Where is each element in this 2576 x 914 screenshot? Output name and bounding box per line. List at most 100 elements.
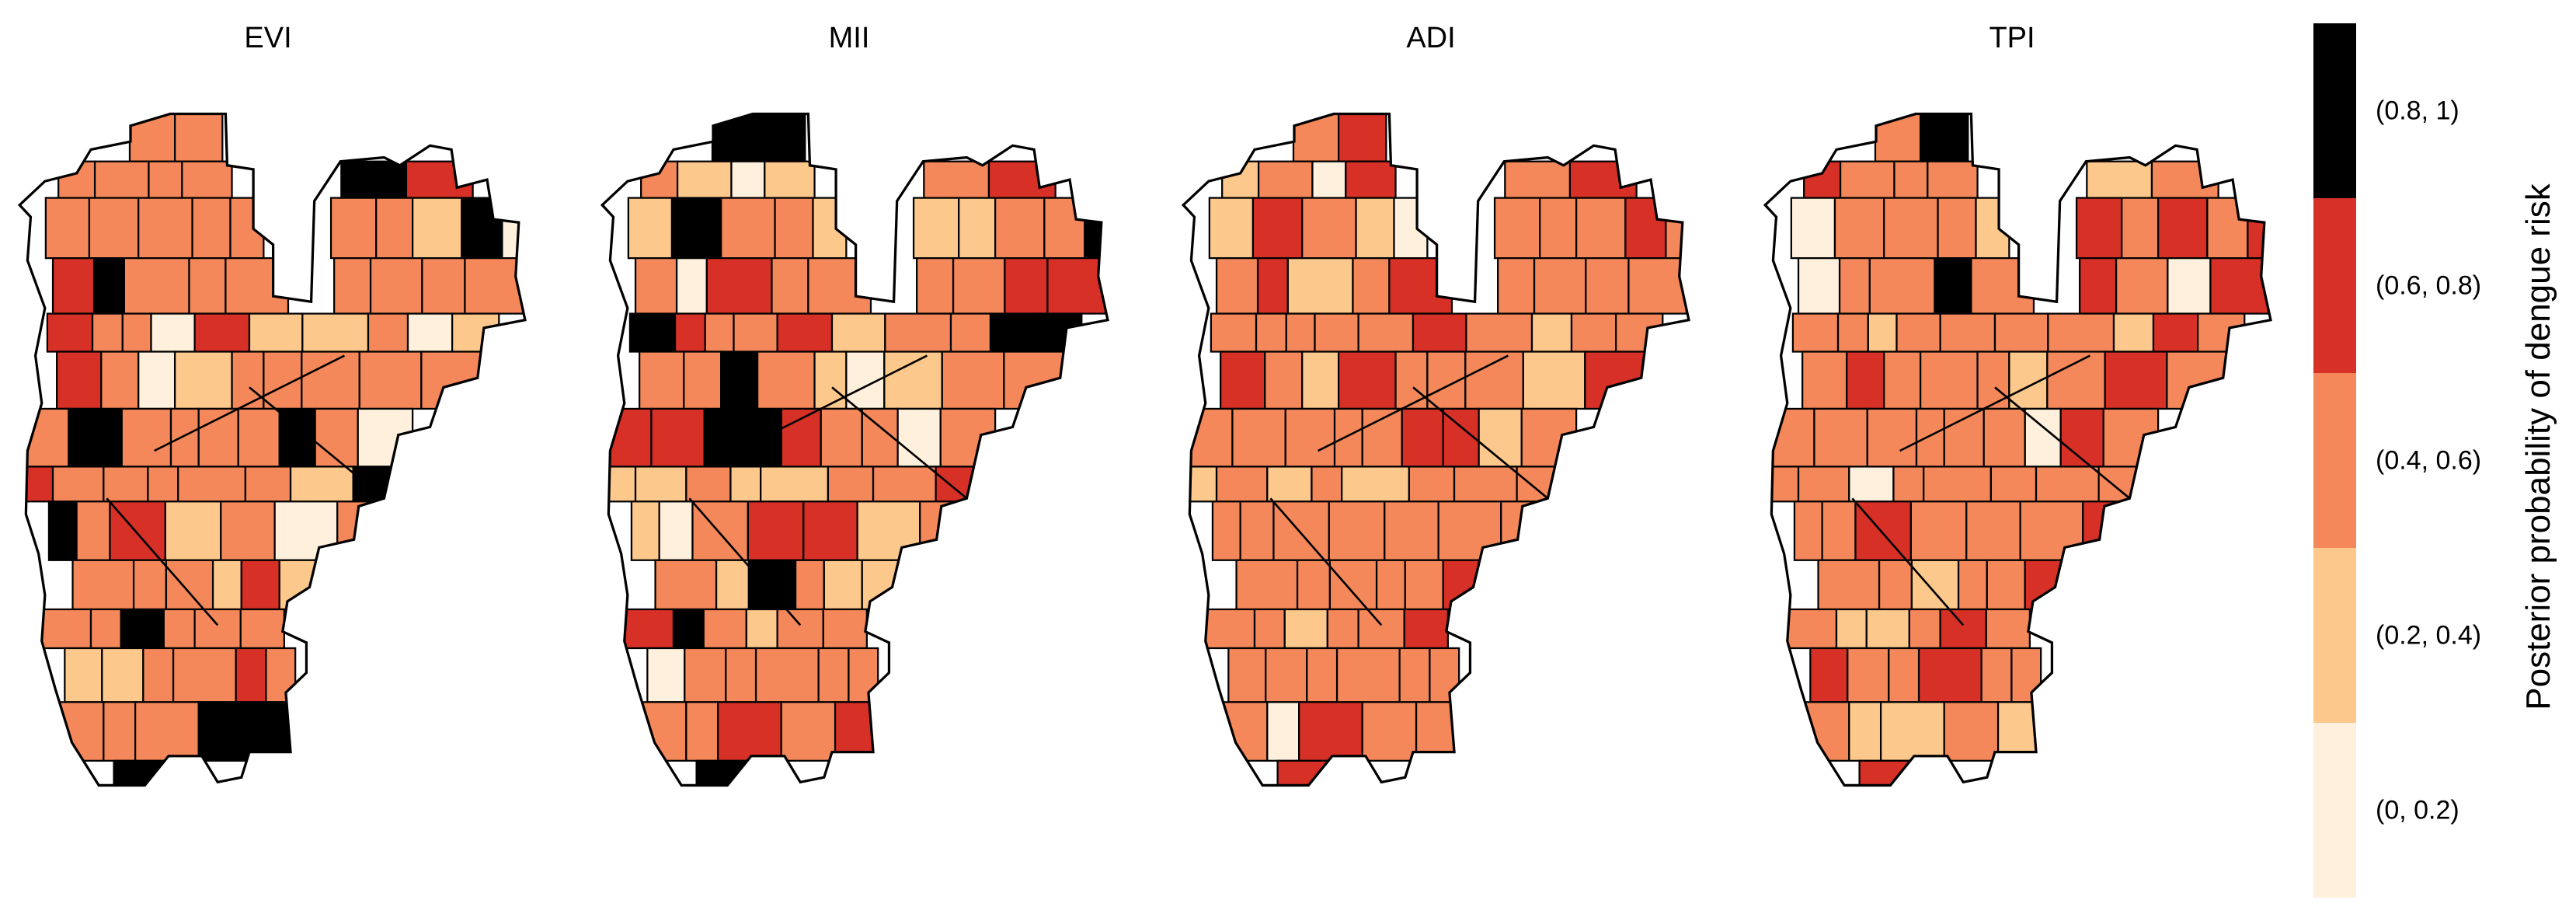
census-tract	[1231, 407, 1286, 468]
census-tract	[1836, 312, 1869, 353]
census-tract	[1412, 312, 1467, 353]
census-tract	[1253, 608, 1286, 650]
census-tract	[1398, 647, 1431, 703]
census-tract	[197, 701, 254, 762]
census-tract	[367, 312, 409, 353]
census-tract	[2166, 351, 2235, 410]
census-tract	[1868, 257, 1936, 315]
census-tract	[1838, 257, 1871, 315]
census-tract	[2075, 197, 2123, 260]
census-tract	[1783, 608, 1838, 650]
census-tract	[729, 466, 762, 503]
map-adi	[1181, 112, 1690, 787]
census-tract	[1791, 312, 1840, 353]
legend-label-2: (0.4, 0.6)	[2376, 445, 2482, 476]
census-tract	[1943, 701, 2000, 762]
census-tract	[1833, 197, 1885, 260]
census-tract	[1975, 197, 2010, 260]
census-tract	[822, 608, 869, 650]
census-tract	[1939, 608, 1987, 650]
census-tract	[1957, 559, 1988, 611]
census-tract	[1809, 647, 1849, 703]
census-tract	[1874, 113, 1922, 162]
census-tract	[1892, 466, 1925, 503]
census-tract	[820, 407, 863, 468]
census-tract	[941, 351, 1005, 410]
census-tract	[1919, 113, 1969, 162]
census-tract	[100, 351, 140, 410]
census-tract	[2079, 257, 2118, 315]
census-tract	[1993, 312, 2049, 353]
census-tract	[1847, 647, 1890, 703]
census-tract	[1215, 257, 1259, 315]
census-tract	[1220, 351, 1266, 410]
census-tract	[756, 113, 806, 162]
census-tract	[747, 501, 805, 561]
census-tract	[1256, 257, 1289, 315]
census-tract	[812, 197, 848, 260]
census-tract	[1183, 407, 1234, 468]
census-tract	[2152, 312, 2199, 353]
census-tract	[675, 257, 708, 315]
census-tract	[640, 160, 679, 199]
census-tract	[1314, 312, 1359, 353]
census-tract	[642, 701, 688, 762]
census-tract	[134, 701, 200, 762]
census-tract	[674, 312, 706, 353]
census-tract	[19, 407, 70, 468]
census-tract	[197, 407, 239, 468]
census-tract	[1286, 257, 1354, 315]
census-tract	[630, 501, 660, 561]
census-tract	[685, 466, 732, 503]
census-tract	[1361, 701, 1418, 762]
map-mii	[600, 112, 1109, 787]
census-tract	[725, 647, 757, 703]
census-tract	[916, 257, 955, 315]
census-tract	[912, 197, 960, 260]
census-tract	[684, 647, 727, 703]
census-tract	[120, 608, 165, 650]
census-tract	[1208, 197, 1255, 260]
census-tract	[654, 559, 718, 611]
census-tract	[733, 312, 778, 353]
census-tract	[1465, 312, 1533, 353]
region-outline	[1763, 112, 2272, 787]
census-tract	[173, 351, 233, 410]
census-tract	[1980, 647, 2013, 703]
census-tract	[333, 257, 372, 315]
census-tract	[1858, 759, 1920, 786]
census-tract	[1624, 197, 1667, 260]
census-tract	[89, 608, 122, 650]
census-tract	[683, 351, 722, 410]
census-tract	[1235, 559, 1299, 611]
census-tract	[405, 160, 474, 199]
census-tract	[1355, 197, 1395, 260]
census-tract	[884, 312, 952, 353]
census-tract	[1939, 312, 1996, 353]
census-tract	[939, 407, 997, 468]
census-tract	[1504, 160, 1572, 199]
census-tract	[1401, 407, 1444, 468]
census-tract	[142, 647, 175, 703]
census-tract	[1627, 257, 1688, 315]
census-tract	[1003, 351, 1072, 410]
legend-label-4: (0, 0.2)	[2376, 795, 2459, 825]
census-tract	[1917, 647, 1982, 703]
census-tract	[705, 257, 773, 315]
census-tract	[1266, 701, 1300, 762]
census-tract	[357, 407, 414, 468]
census-tract	[451, 312, 500, 353]
census-tract	[181, 160, 233, 199]
census-tract	[695, 759, 757, 786]
census-tract	[1276, 759, 1338, 786]
census-tract	[1221, 160, 1260, 199]
census-tract	[91, 312, 124, 353]
census-tract	[1866, 407, 1918, 468]
census-tract	[802, 501, 858, 561]
census-tract	[1923, 466, 1993, 503]
census-tract	[1393, 197, 1429, 260]
census-tract	[1805, 701, 1850, 762]
census-tract	[71, 559, 135, 611]
census-tract	[794, 559, 825, 611]
census-tract	[101, 647, 144, 703]
